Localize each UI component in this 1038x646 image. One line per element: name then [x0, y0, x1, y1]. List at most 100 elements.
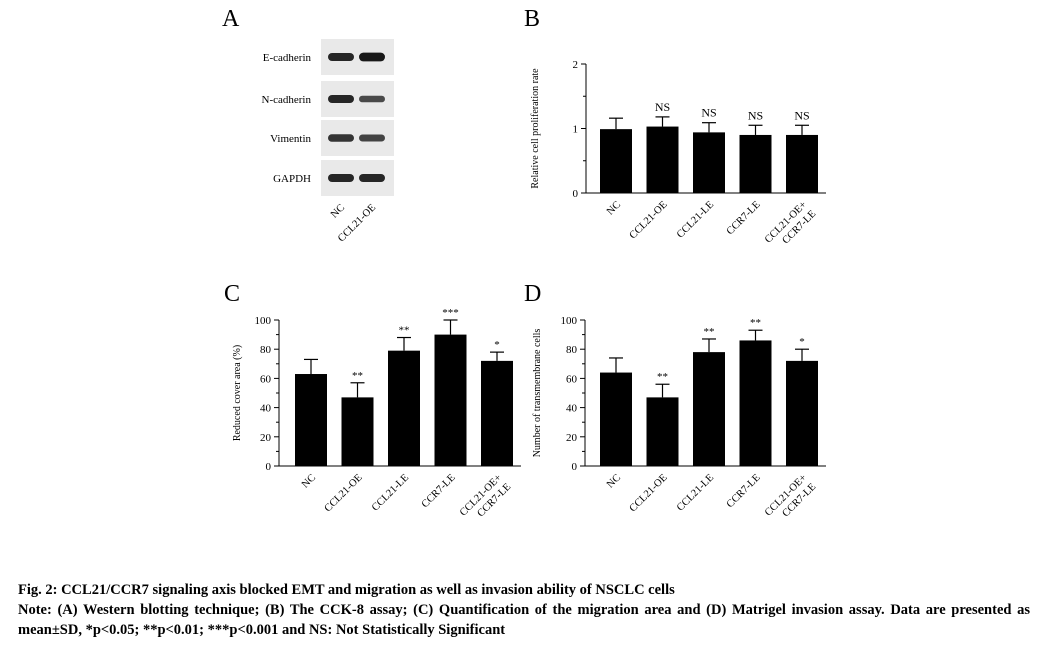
significance-label: *	[799, 336, 805, 348]
category-label: NC	[300, 472, 318, 490]
protein-label: Vimentin	[270, 133, 311, 145]
category-label-line: NC	[300, 472, 318, 490]
protein-label: E-cadherin	[263, 52, 312, 64]
category-label: CCL21-OE	[323, 472, 365, 514]
y-axis-label: Reduced cover area (%)	[232, 345, 243, 441]
category-label-line: CCR7-LE	[725, 472, 763, 510]
figure-caption: Fig. 2: CCL21/CCR7 signaling axis blocke…	[18, 580, 1030, 640]
blot-row-4: GAPDH	[273, 160, 394, 196]
bar	[295, 374, 327, 466]
blot-band	[359, 134, 385, 142]
bar	[341, 397, 374, 466]
lane-label: NC	[329, 202, 347, 220]
significance-label: NS	[701, 106, 716, 120]
panel-a-western-blot: A E-cadherin N-cadherin Vimentin GAPDH NCCC…	[222, 6, 394, 244]
panel-c-letter: C	[224, 281, 240, 307]
blot-band	[328, 134, 354, 142]
blot-band	[328, 52, 354, 62]
bar	[646, 397, 679, 466]
bar	[646, 126, 679, 193]
y-tick-label: 80	[260, 344, 272, 356]
category-label: CCL21-LE	[675, 472, 716, 513]
y-tick-label: 0	[573, 188, 579, 200]
blot-row-3: Vimentin	[270, 120, 394, 156]
bar	[739, 340, 772, 466]
category-label-line: CCR7-LE	[725, 199, 763, 237]
category-label: CCL21-OE+CCR7-LE	[458, 472, 513, 527]
category-label: CCL21-OE	[628, 472, 670, 514]
panel-d-letter: D	[524, 281, 541, 307]
y-tick-label: 60	[260, 373, 272, 385]
y-tick-label: 1	[573, 124, 579, 136]
category-label-line: CCL21-LE	[675, 199, 716, 240]
category-label: CCR7-LE	[420, 472, 458, 510]
bar	[786, 360, 818, 466]
bar	[600, 129, 632, 193]
category-label-line: NC	[605, 199, 623, 217]
significance-label: **	[399, 325, 410, 337]
significance-label: **	[352, 370, 363, 382]
y-tick-label: 0	[266, 461, 272, 473]
protein-label: N-cadherin	[262, 94, 312, 106]
blot-band	[328, 94, 354, 104]
chart-b: B 0 1 2 Relative cell proliferation rate NC NS…	[524, 6, 826, 254]
blot-rows: E-cadherin N-cadherin Vimentin GAPDH	[262, 39, 394, 196]
y-tick-label: 60	[566, 373, 578, 385]
caption-title: Fig. 2: CCL21/CCR7 signaling axis blocke…	[18, 582, 675, 598]
category-label-line: CCL21-OE	[628, 199, 670, 241]
y-tick-label: 0	[572, 461, 578, 473]
blot-band	[328, 173, 354, 183]
y-tick-label: 20	[566, 432, 578, 444]
y-tick-label: 2	[573, 59, 579, 71]
panel-b-letter: B	[524, 6, 540, 32]
y-axis-label: Number of transmembrane cells	[532, 329, 543, 458]
y-tick-label: 80	[566, 344, 578, 356]
category-label: CCL21-OE	[628, 199, 670, 241]
blot-band	[359, 95, 385, 103]
significance-label: **	[750, 317, 761, 329]
category-label-line: CCL21-LE	[370, 472, 411, 513]
significance-label: NS	[748, 108, 763, 122]
caption-note: Note: (A) Western blotting technique; (B…	[18, 602, 1030, 638]
category-label-line: NC	[605, 472, 623, 490]
significance-label: *	[494, 339, 500, 351]
significance-label: **	[704, 326, 715, 338]
bar	[786, 134, 818, 193]
y-tick-label: 20	[260, 432, 272, 444]
significance-label: **	[657, 371, 668, 383]
protein-label: GAPDH	[273, 173, 311, 185]
category-label: CCL21-OE+CCR7-LE	[763, 199, 818, 254]
significance-label: NS	[655, 100, 670, 114]
y-axis-label: Relative cell proliferation rate	[530, 68, 541, 189]
category-label: NC	[605, 472, 623, 490]
category-label-line: CCR7-LE	[420, 472, 458, 510]
category-label: CCL21-OE+CCR7-LE	[763, 472, 818, 527]
bar	[481, 360, 513, 466]
bar	[600, 372, 632, 466]
category-label: CCL21-LE	[370, 472, 411, 513]
bar	[693, 132, 725, 193]
chart-d: D 0 20 40 60 80 100 Number of transmembrane cel…	[524, 281, 826, 527]
blot-row-2: N-cadherin	[262, 81, 394, 117]
significance-label: ***	[442, 307, 459, 319]
bar	[739, 134, 772, 193]
category-label: CCR7-LE	[725, 199, 763, 237]
y-tick-label: 40	[260, 403, 272, 415]
category-label-line: CCL21-OE	[323, 472, 365, 514]
y-tick-label: 40	[566, 403, 578, 415]
category-label-line: CCL21-OE	[628, 472, 670, 514]
category-label-line: CCL21-LE	[675, 472, 716, 513]
category-label: CCL21-LE	[675, 199, 716, 240]
blot-row-1: E-cadherin	[263, 39, 394, 75]
bar	[434, 334, 467, 466]
bar	[693, 352, 725, 466]
panel-a-letter: A	[222, 6, 240, 32]
bar	[388, 350, 420, 466]
y-tick-label: 100	[255, 315, 272, 327]
blot-band	[359, 173, 385, 183]
blot-band	[359, 52, 385, 62]
chart-c: C 0 20 40 60 80 100 Reduced cover area (%) NC ** C…	[224, 281, 521, 527]
category-label: NC	[605, 199, 623, 217]
